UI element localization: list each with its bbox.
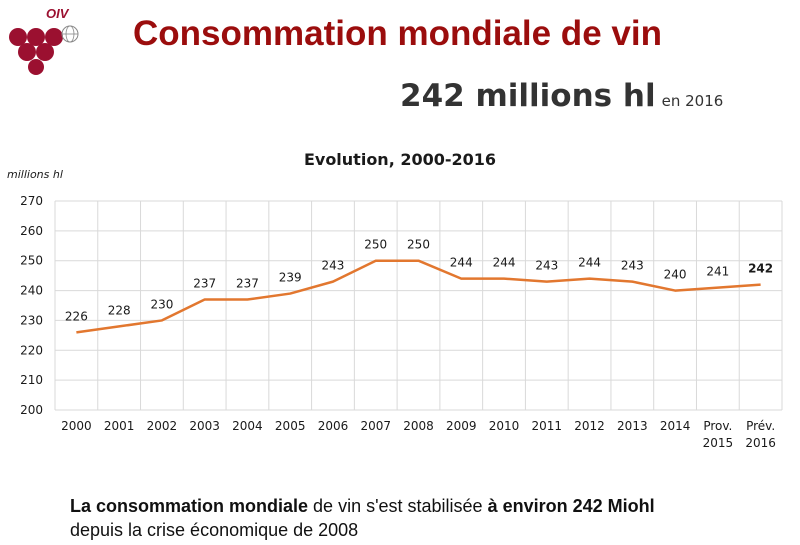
x-tick-label: 2016 — [745, 436, 776, 450]
data-label: 240 — [664, 268, 687, 282]
data-label: 230 — [150, 297, 173, 311]
x-tick-label: 2006 — [318, 419, 349, 433]
x-tick-label: 2011 — [532, 419, 563, 433]
footer-bold-2: à environ 242 Miohl — [487, 496, 655, 516]
oiv-logo: OIV — [6, 6, 86, 76]
x-tick-label: 2000 — [61, 419, 92, 433]
x-tick-label: 2014 — [660, 419, 691, 433]
y-tick-label: 230 — [20, 313, 43, 327]
x-tick-label: 2012 — [574, 419, 605, 433]
data-label: 242 — [748, 262, 773, 276]
series-line — [76, 259, 761, 334]
x-tick-label: 2002 — [147, 419, 178, 433]
data-label: 239 — [279, 271, 302, 285]
y-tick-label: 240 — [20, 284, 43, 298]
footer-bold-1: La consommation mondiale — [70, 496, 309, 516]
footer-text: La consommation mondiale de vin s'est st… — [70, 494, 790, 542]
y-tick-label: 260 — [20, 224, 43, 238]
x-tick-label: 2009 — [446, 419, 477, 433]
x-tick-label: 2015 — [703, 436, 734, 450]
y-tick-label: 220 — [20, 343, 43, 357]
footer-line-2: depuis la crise économique de 2008 — [70, 520, 359, 540]
data-label: 243 — [535, 259, 558, 273]
chart-title: Evolution, 2000-2016 — [303, 150, 497, 169]
data-label: 241 — [706, 265, 729, 279]
x-tick-label: 2013 — [617, 419, 648, 433]
data-label: 244 — [493, 256, 516, 270]
headline: 242 millions hl en 2016 — [400, 78, 723, 114]
data-label: 250 — [364, 238, 387, 252]
data-label: 237 — [236, 277, 259, 291]
x-tick-label: 2008 — [403, 419, 434, 433]
x-tick-label: 2004 — [232, 419, 263, 433]
y-tick-label: 200 — [20, 403, 43, 417]
y-tick-label: 250 — [20, 254, 43, 268]
consumption-line-chart: 200 210 220 230 240 250 260 270 2000 2001 2002 2003… — [20, 194, 783, 450]
x-tick-label: Prév. — [746, 419, 775, 433]
x-tick-label: 2001 — [104, 419, 135, 433]
headline-value: 242 millions hl — [400, 78, 656, 114]
data-label: 250 — [407, 238, 430, 252]
footer-normal-1: de vin s'est stabilisée — [308, 496, 488, 516]
x-tick-label: 2010 — [489, 419, 520, 433]
x-tick-label: Prov. — [703, 419, 732, 433]
x-tick-label: 2003 — [189, 419, 220, 433]
logo-text: OIV — [46, 6, 69, 21]
y-tick-label: 270 — [20, 194, 43, 208]
data-label: 244 — [578, 256, 601, 270]
headline-suffix: en 2016 — [661, 92, 724, 110]
data-label: 228 — [108, 303, 131, 317]
x-tick-label: 2007 — [360, 419, 391, 433]
data-label: 237 — [193, 277, 216, 291]
y-tick-label: 210 — [20, 373, 43, 387]
x-tick-label: 2005 — [275, 419, 306, 433]
data-label: 244 — [450, 256, 473, 270]
page-title: Consommation mondiale de vin — [133, 14, 662, 53]
data-label: 226 — [65, 309, 88, 323]
data-label: 243 — [621, 259, 644, 273]
data-label: 243 — [322, 259, 345, 273]
y-axis-label: millions hl — [7, 168, 63, 181]
grape-logo-icon — [9, 25, 79, 75]
